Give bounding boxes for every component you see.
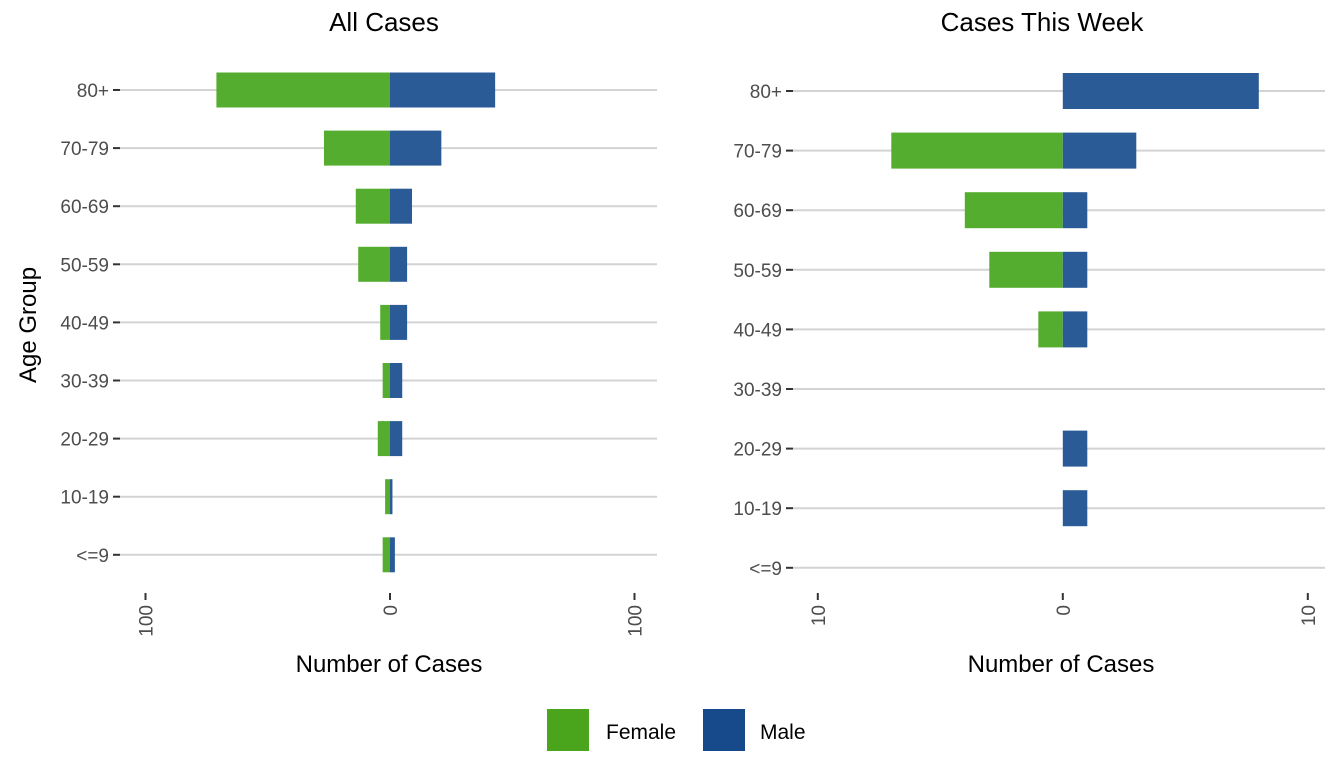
y-axis-title: Age Group [15,267,42,383]
bar-female [216,72,390,108]
bar-female [323,130,390,166]
bar-female [891,132,1063,169]
bar-female [358,246,390,282]
x-tick-label: 0 [1054,605,1075,616]
bar-male [1062,311,1088,348]
bar-male [1062,251,1088,288]
x-tick-label: 10 [1299,605,1320,626]
bar-female [382,537,390,573]
y-tick-label: 30-39 [60,372,109,393]
legend-label-male: Male [760,721,806,744]
y-tick-label: 50-59 [733,261,782,282]
legend: Female Male [547,709,806,751]
bar-male [1062,430,1088,467]
y-tick-label: 80+ [77,81,109,102]
y-tick-label: 60-69 [60,197,109,218]
y-tick-label: 80+ [750,82,782,103]
chart-title: Cases This Week [941,7,1145,37]
x-axis-title: Number of Cases [968,651,1155,678]
y-tick-label: 40-49 [733,320,782,341]
bar-male [1062,73,1259,109]
y-tick-label: <=9 [749,559,782,580]
x-tick-label: 100 [137,605,158,637]
y-tick-label: 50-59 [60,255,109,276]
bar-male [1062,490,1088,527]
bar-female [989,251,1063,288]
y-tick-label: 30-39 [733,380,782,401]
x-axis-title: Number of Cases [296,651,483,678]
x-tick-label: 0 [381,605,402,616]
x-tick-label: 100 [626,605,647,637]
y-tick-label: 70-79 [60,139,109,160]
y-tick-label: 20-29 [60,430,109,451]
panel-all-cases: All Cases Age Group Number of Cases 80+ 7… [15,7,657,678]
panel-cases-this-week: Cases This Week Number of Cases 80+ 70-79… [733,7,1325,678]
bar-female [377,421,390,457]
bar-female [385,479,390,515]
bar-male [390,537,395,573]
bar-male [1062,192,1088,229]
legend-label-female: Female [606,721,676,744]
y-tick-label: 70-79 [733,142,782,163]
y-tick-label: 20-29 [733,440,782,461]
bar-male [390,130,442,166]
bar-male [1062,132,1137,169]
bar-male [390,421,403,457]
x-tick-label: 10 [809,605,830,626]
y-tick-label: 60-69 [733,201,782,222]
chart-title: All Cases [329,7,439,37]
bar-female [964,192,1063,229]
y-tick-label: <=9 [76,546,109,567]
y-tick-label: 10-19 [733,499,782,520]
y-tick-label: 40-49 [60,313,109,334]
bar-male [390,479,393,515]
bar-male [390,188,413,224]
bar-female [380,304,390,340]
legend-swatch-female [547,709,589,751]
bar-female [355,188,390,224]
bar-male [390,72,496,108]
bar-female [382,363,390,398]
y-tick-label: 10-19 [60,488,109,509]
legend-swatch-male [703,709,745,751]
bar-male [390,304,408,340]
bar-male [390,246,408,282]
bar-male [390,363,403,398]
bar-female [1038,311,1063,348]
